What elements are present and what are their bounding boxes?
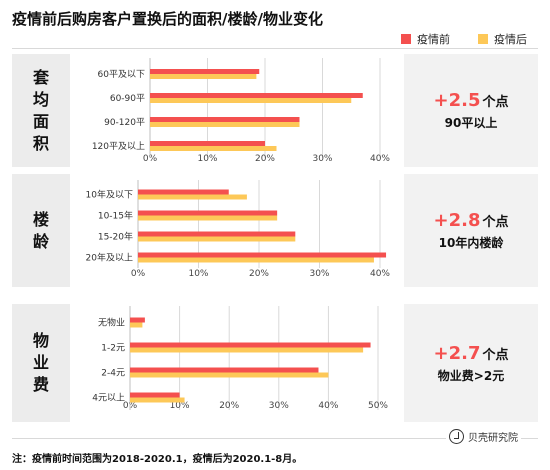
bar-after <box>138 215 278 221</box>
bar-after <box>130 397 185 403</box>
bar-before <box>130 342 371 348</box>
x-tick-label: 10% <box>170 401 190 411</box>
info-area-unit: 个点 <box>482 95 509 110</box>
category-label: 90-120平 <box>104 117 145 128</box>
info-fee-value: +2.7 <box>433 342 481 364</box>
x-tick-label: 0% <box>143 154 158 164</box>
x-tick-label: 40% <box>370 154 390 164</box>
bar-after <box>130 372 329 378</box>
legend-before-swatch <box>401 34 411 44</box>
bar-before <box>138 231 296 237</box>
bar-after <box>138 194 247 200</box>
x-tick-label: 10% <box>197 154 217 164</box>
category-label: 10-15年 <box>98 210 133 222</box>
legend-after: 疫情后 <box>478 31 527 47</box>
x-tick-label: 30% <box>312 154 332 164</box>
info-area-sub: 90平以上 <box>444 116 498 130</box>
x-tick-label: 50% <box>368 401 388 411</box>
category-label: 60-90平 <box>110 93 145 104</box>
chart-area: 0% 10% 20% 30% 40% 60平及以下 60-90平 90-120平 120平及以上 <box>92 58 390 164</box>
bar-after <box>150 146 277 151</box>
category-label: 2-4元 <box>101 369 125 379</box>
category-label: 无物业 <box>98 317 125 329</box>
info-box-fee: +2.7 个点 物业费>2元 <box>404 304 538 422</box>
info-age-unit: 个点 <box>482 215 509 230</box>
title-divider <box>12 48 538 49</box>
bar-after <box>150 74 257 79</box>
bar-after <box>150 122 300 127</box>
category-label: 1-2元 <box>101 344 125 354</box>
x-tick-label: 20% <box>255 154 275 164</box>
legend-before: 疫情前 <box>401 31 450 47</box>
bar-after <box>130 347 364 353</box>
footnote: 注：疫情前时间范围为2018-2020.1，疫情后为2020.1-8月。 <box>12 454 303 465</box>
bar-before <box>150 69 260 74</box>
bar-before <box>138 210 278 216</box>
legend-after-swatch <box>478 34 488 44</box>
logo: 贝壳研究院 <box>446 429 521 444</box>
category-label: 15-20年 <box>98 231 133 243</box>
info-fee-unit: 个点 <box>482 347 509 363</box>
bar-before <box>150 141 265 146</box>
bar-before <box>130 317 145 323</box>
panel-label-fee: 物业费 <box>12 304 70 422</box>
bar-before <box>130 367 319 373</box>
chart-title: 疫情前后购房客户置换后的面积/楼龄/物业变化 <box>12 10 323 28</box>
chart-age: 0% 10% 20% 30% 40% 10年及以下 10-15年 15-20年 20年及以上 <box>86 180 390 279</box>
bar-before <box>130 392 180 398</box>
x-tick-label: 10% <box>188 269 208 279</box>
bar-before <box>150 117 300 122</box>
bar-after <box>150 98 352 103</box>
info-box-age: +2.8 个点 10年内楼龄 <box>404 174 538 287</box>
bar-before <box>138 189 229 195</box>
panel-label-area: 套均面积 <box>12 54 70 167</box>
bar-before <box>138 252 387 258</box>
x-tick-label: 40% <box>370 269 390 279</box>
x-tick-label: 20% <box>249 269 269 279</box>
x-tick-label: 20% <box>219 401 239 411</box>
bar-after <box>138 236 296 242</box>
panel-label-age: 楼龄 <box>12 174 70 287</box>
legend-before-label: 疫情前 <box>417 33 450 46</box>
x-tick-label: 30% <box>269 401 289 411</box>
x-tick-label: 40% <box>318 401 338 411</box>
logo-icon <box>449 429 464 444</box>
bar-after <box>130 322 143 328</box>
footnote-divider <box>12 438 538 439</box>
bar-after <box>138 257 374 263</box>
category-label: 4元以上 <box>92 393 125 404</box>
x-tick-label: 0% <box>131 269 146 279</box>
category-label: 120平及以上 <box>92 141 145 152</box>
bar-before <box>150 93 363 98</box>
legend-after-label: 疫情后 <box>494 33 527 46</box>
x-tick-label: 30% <box>309 269 329 279</box>
info-age-value: +2.8 <box>433 210 481 231</box>
category-label: 20年及以上 <box>86 252 133 264</box>
info-age-sub: 10年内楼龄 <box>438 236 504 250</box>
logo-text: 贝壳研究院 <box>468 433 518 444</box>
info-fee-sub: 物业费>2元 <box>437 368 505 383</box>
category-label: 60平及以下 <box>98 69 145 80</box>
category-label: 10年及以下 <box>86 189 133 201</box>
info-area-value: +2.5 <box>433 90 481 111</box>
info-box-area: +2.5 个点 90平以上 <box>404 54 538 167</box>
